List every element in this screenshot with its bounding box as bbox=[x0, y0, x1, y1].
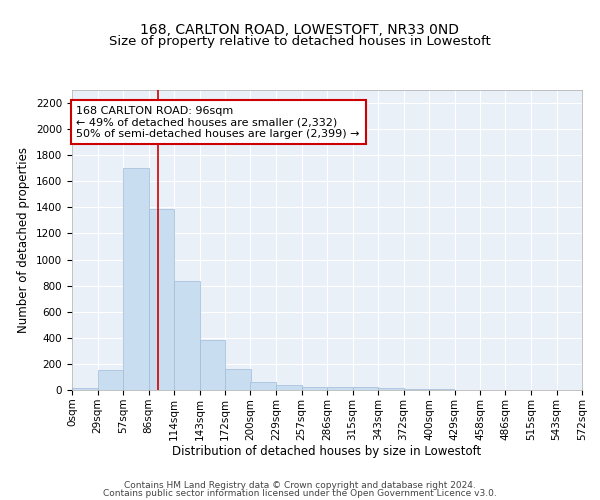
Bar bbox=[302, 386, 327, 390]
Text: 168, CARLTON ROAD, LOWESTOFT, NR33 0ND: 168, CARLTON ROAD, LOWESTOFT, NR33 0ND bbox=[140, 22, 460, 36]
Bar bbox=[276, 386, 302, 390]
Y-axis label: Number of detached properties: Number of detached properties bbox=[17, 147, 31, 333]
Bar bbox=[251, 382, 276, 390]
Bar bbox=[97, 370, 123, 390]
Bar bbox=[72, 388, 97, 390]
Bar bbox=[149, 208, 174, 390]
Text: 168 CARLTON ROAD: 96sqm
← 49% of detached houses are smaller (2,332)
50% of semi: 168 CARLTON ROAD: 96sqm ← 49% of detache… bbox=[76, 106, 360, 139]
Text: Contains public sector information licensed under the Open Government Licence v3: Contains public sector information licen… bbox=[103, 488, 497, 498]
Bar bbox=[123, 168, 149, 390]
Bar bbox=[327, 386, 353, 390]
Bar bbox=[225, 369, 251, 390]
Bar bbox=[199, 340, 225, 390]
X-axis label: Distribution of detached houses by size in Lowestoft: Distribution of detached houses by size … bbox=[172, 446, 482, 458]
Bar bbox=[174, 281, 199, 390]
Text: Contains HM Land Registry data © Crown copyright and database right 2024.: Contains HM Land Registry data © Crown c… bbox=[124, 481, 476, 490]
Text: Size of property relative to detached houses in Lowestoft: Size of property relative to detached ho… bbox=[109, 35, 491, 48]
Bar bbox=[378, 388, 404, 390]
Bar bbox=[353, 388, 378, 390]
